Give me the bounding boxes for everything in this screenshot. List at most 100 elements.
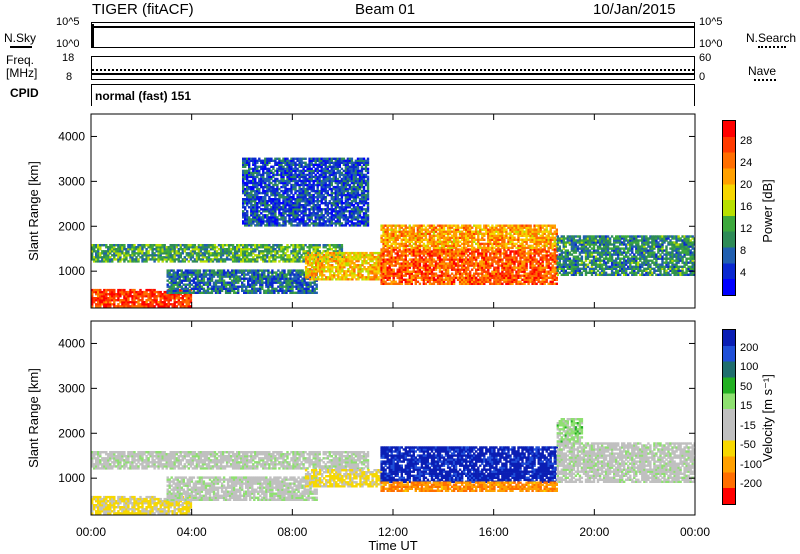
echo-cell — [208, 271, 212, 274]
echo-cell — [305, 287, 308, 290]
echo-cell — [183, 301, 186, 304]
echo-cell — [337, 259, 340, 263]
echo-cell — [230, 275, 234, 278]
echo-cell — [404, 260, 407, 263]
echo-cell — [297, 291, 300, 294]
echo-cell — [592, 269, 596, 272]
echo-cell — [527, 224, 530, 227]
echo-cell — [491, 244, 494, 248]
echo-cell — [590, 259, 594, 262]
echo-cell — [224, 291, 228, 294]
echo-cell — [515, 252, 518, 255]
echo-cell — [568, 239, 572, 242]
echo-cell — [182, 289, 185, 292]
echo-cell — [369, 268, 372, 271]
echo-cell — [473, 264, 476, 267]
echo-cell — [568, 241, 572, 244]
echo-cell — [410, 262, 413, 265]
echo-cell — [406, 234, 409, 237]
echo-cell — [570, 271, 574, 274]
echo-cell — [369, 270, 372, 273]
echo-cell — [551, 232, 554, 235]
echo-cell — [101, 297, 104, 300]
echo-cell — [200, 273, 204, 276]
echo-cell — [313, 278, 316, 281]
echo-cell — [345, 274, 348, 277]
echo-cell — [547, 246, 550, 250]
echo-cell — [97, 290, 100, 294]
echo-cell — [309, 285, 312, 288]
echo-cell — [452, 256, 456, 259]
echo-cell — [432, 228, 436, 231]
echo-cell — [135, 290, 138, 294]
echo-cell — [452, 282, 456, 285]
echo-cell — [414, 258, 417, 261]
echo-cell — [594, 257, 598, 260]
echo-cell — [495, 254, 498, 257]
echo-cell — [440, 224, 444, 227]
echo-cell — [257, 273, 260, 276]
echo-cell — [390, 248, 393, 251]
echo-cell — [123, 290, 126, 294]
echo-cell — [499, 256, 502, 259]
echo-cell — [467, 238, 470, 241]
echo-cell — [483, 226, 486, 229]
echo-cell — [113, 246, 116, 249]
echo-cell — [446, 258, 450, 261]
echo-cell — [294, 260, 297, 263]
echo-cell — [576, 245, 580, 248]
echo-cell — [491, 248, 494, 251]
echo-cell — [311, 291, 314, 294]
echo-cell — [323, 255, 326, 259]
echo-cell — [380, 282, 383, 285]
echo-cell — [594, 249, 598, 252]
echo-cell — [283, 277, 286, 280]
echo-cell — [541, 248, 544, 251]
echo-cell — [442, 242, 446, 246]
echo-cell — [184, 269, 187, 272]
echo-cell — [151, 246, 154, 249]
echo-cell — [310, 246, 313, 249]
echo-cell — [143, 293, 146, 296]
echo-cell — [560, 265, 563, 268]
echo-cell — [592, 247, 596, 250]
echo-cell — [400, 240, 403, 243]
echo-cell — [509, 230, 512, 233]
echo-cell — [384, 254, 387, 257]
echo-cell — [235, 287, 238, 290]
echo-cell — [133, 248, 136, 251]
echo-cell — [233, 258, 237, 261]
echo-cell — [311, 262, 314, 265]
echo-cell — [163, 258, 166, 261]
echo-cell — [475, 228, 478, 231]
echo-cell — [200, 285, 204, 288]
echo-cell — [525, 234, 528, 237]
echo-cell — [341, 270, 344, 273]
echo-cell — [487, 228, 490, 231]
echo-cell — [574, 243, 578, 246]
echo-cell — [155, 290, 158, 294]
echo-cell — [252, 250, 255, 253]
echo-cell — [280, 244, 283, 247]
echo-cell — [338, 254, 341, 257]
echo-cell — [586, 253, 590, 256]
echo-cell — [338, 250, 341, 253]
echo-cell — [235, 277, 238, 280]
echo-cell — [139, 250, 142, 253]
echo-cell — [422, 250, 426, 253]
echo-cell — [396, 262, 399, 265]
echo-cell — [147, 250, 150, 253]
echo-cell — [414, 266, 417, 269]
echo-cell — [97, 246, 100, 249]
echo-cell — [382, 246, 385, 250]
echo-cell — [392, 236, 395, 239]
echo-cell — [533, 280, 536, 283]
echo-cell — [187, 305, 190, 308]
echo-cell — [109, 293, 112, 296]
echo-cell — [574, 273, 578, 276]
echo-cell — [410, 250, 413, 253]
echo-cell — [446, 254, 450, 257]
echo-cell — [313, 268, 316, 271]
echo-cell — [547, 236, 550, 239]
echo-cell — [394, 226, 397, 229]
